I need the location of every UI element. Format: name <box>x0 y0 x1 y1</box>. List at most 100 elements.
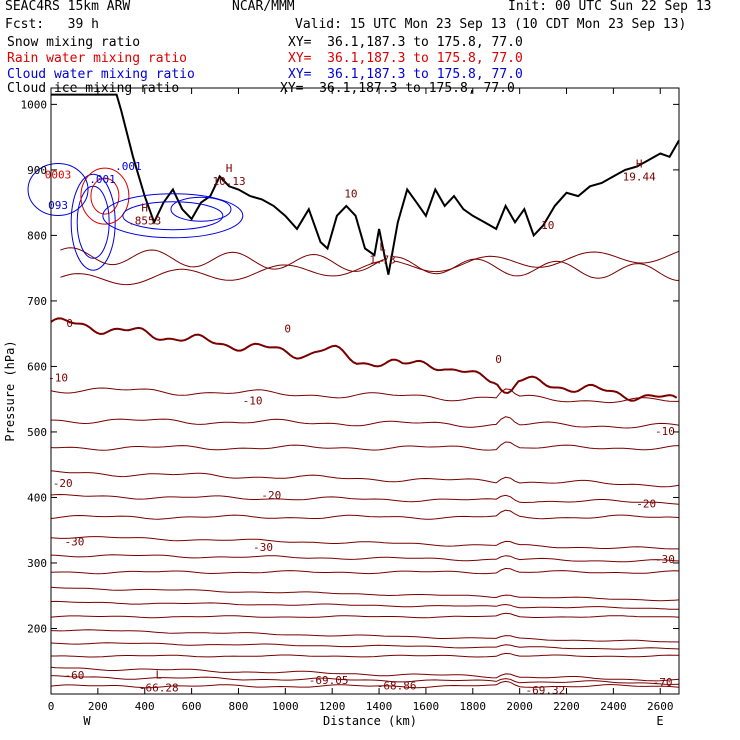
extremum-marker: H <box>141 201 148 214</box>
y-tick-label: 400 <box>27 491 47 504</box>
extremum-marker: H <box>226 162 233 175</box>
x-axis-label: Distance (km) <box>323 714 417 728</box>
isotherm-line-10 <box>50 554 680 563</box>
extremum-value: -66.28 <box>139 681 179 694</box>
moisture-contour <box>170 196 232 222</box>
x-tick-label: 400 <box>135 700 155 713</box>
y-tick-label: 300 <box>27 557 47 570</box>
extremum-value: 1.73 <box>369 254 396 267</box>
isotherm-line-1 <box>50 675 680 685</box>
isotherm-line-3 <box>51 652 680 658</box>
extremum-marker: L <box>379 241 386 254</box>
isotherm-line-6 <box>50 612 680 619</box>
extremum-value: -69.05 <box>309 674 349 687</box>
extremum-value: .8553 <box>128 214 161 227</box>
x-tick-label: 2000 <box>506 700 533 713</box>
x-tick-label: 800 <box>229 700 249 713</box>
field-label-cloud-water: Cloud water mixing ratio <box>7 67 195 82</box>
moisture-label: 0003 <box>45 168 72 181</box>
x-tick-label: 2600 <box>647 700 674 713</box>
xsection-coords-rain: XY= 36.1,187.3 to 175.8, 77.0 <box>288 51 523 66</box>
init-time: Init: 00 UTC Sun 22 Sep 13 <box>508 0 712 14</box>
extremum-value: 19.44 <box>623 170 656 183</box>
moisture-contour <box>102 193 244 239</box>
west-end-label: W <box>83 714 91 728</box>
moisture-contour <box>76 185 110 259</box>
extremum-marker: L <box>155 668 162 681</box>
moisture-label: 093 <box>48 199 68 212</box>
x-tick-label: 200 <box>88 700 108 713</box>
isotherm-label: -20 <box>261 489 281 502</box>
isotherm-label: -30 <box>64 535 84 548</box>
isotherm-line-12 <box>50 509 680 520</box>
y-tick-label: 500 <box>27 426 47 439</box>
x-tick-label: 2400 <box>600 700 627 713</box>
isotherm-line-2 <box>50 666 680 682</box>
organization: NCAR/MMM <box>232 0 295 14</box>
isotherm-line-lower-a <box>60 247 680 281</box>
freezing-level-isotherm <box>50 317 678 402</box>
moisture-contour <box>90 177 120 215</box>
isotherm-line-17 <box>50 387 679 404</box>
x-tick-label: 1000 <box>272 700 299 713</box>
isotherm-label: -10 <box>243 394 263 407</box>
extremum-value: -68.86 <box>377 679 417 692</box>
isotherm-label: -10 <box>48 372 68 385</box>
isotherm-line-15 <box>50 441 680 451</box>
valid-time: Valid: 15 UTC Mon 23 Sep 13 (10 CDT Mon … <box>295 17 687 32</box>
isotherm-label: -20 <box>636 497 656 510</box>
x-tick-label: 1200 <box>319 700 346 713</box>
east-end-label: E <box>656 714 663 728</box>
isotherm-label: 0 <box>66 317 73 330</box>
y-tick-label: 700 <box>27 295 47 308</box>
y-tick-label: 1000 <box>21 98 48 111</box>
isotherm-line-9 <box>50 567 680 575</box>
x-tick-label: 1400 <box>366 700 393 713</box>
field-label-snow: Snow mixing ratio <box>7 35 141 50</box>
isotherm-line-4 <box>50 642 680 650</box>
isotherm-line-11 <box>50 536 679 550</box>
terrain-line <box>51 93 680 275</box>
moisture-label: .001 <box>115 160 142 173</box>
isotherm-label: -70 <box>653 676 673 689</box>
x-tick-label: 1600 <box>413 700 440 713</box>
x-tick-label: 2200 <box>553 700 580 713</box>
extremum-value: -69.32 <box>526 684 566 697</box>
isotherm-label: 10 <box>344 187 357 200</box>
field-label-rain: Rain water mixing ratio <box>7 51 188 66</box>
y-tick-label: 200 <box>27 622 47 635</box>
isotherm-label: 10 <box>541 219 554 232</box>
extremum-marker: H <box>636 157 643 170</box>
x-tick-label: 0 <box>48 700 55 713</box>
moisture-contour <box>27 163 89 217</box>
isotherm-label: -20 <box>53 477 73 490</box>
isotherm-line-13 <box>50 493 680 505</box>
moisture-contour <box>70 173 116 271</box>
isotherm-label: 0 <box>284 322 291 335</box>
isotherm-label: -30 <box>655 553 675 566</box>
extremum-value: 10.13 <box>213 175 246 188</box>
isotherm-line-5 <box>50 629 680 643</box>
x-tick-label: 600 <box>182 700 202 713</box>
moisture-label: .001 <box>89 173 116 186</box>
isotherm-line-14 <box>50 470 680 488</box>
isotherm-line-16 <box>51 416 680 429</box>
moisture-contour <box>122 201 224 231</box>
y-tick-label: 900 <box>27 164 47 177</box>
y-axis-label: Pressure (hPa) <box>3 340 17 441</box>
y-tick-label: 600 <box>27 360 47 373</box>
x-tick-label: 1800 <box>460 700 487 713</box>
isotherm-line-8 <box>50 586 680 602</box>
isotherm-label: 0 <box>495 353 502 366</box>
model-title: SEAC4RS 15km ARW <box>5 0 131 14</box>
isotherm-label: -60 <box>64 669 84 682</box>
isotherm-label: -30 <box>253 541 273 554</box>
isotherm-line-0 <box>50 680 680 689</box>
plot-frame <box>50 87 680 695</box>
xsection-coords-snow: XY= 36.1,187.3 to 175.8, 77.0 <box>288 35 523 50</box>
forecast-hour: Fcst: 39 h <box>5 17 99 32</box>
y-tick-label: 800 <box>27 229 47 242</box>
isotherm-label: -10 <box>655 425 675 438</box>
isotherm-line-7 <box>50 600 679 610</box>
